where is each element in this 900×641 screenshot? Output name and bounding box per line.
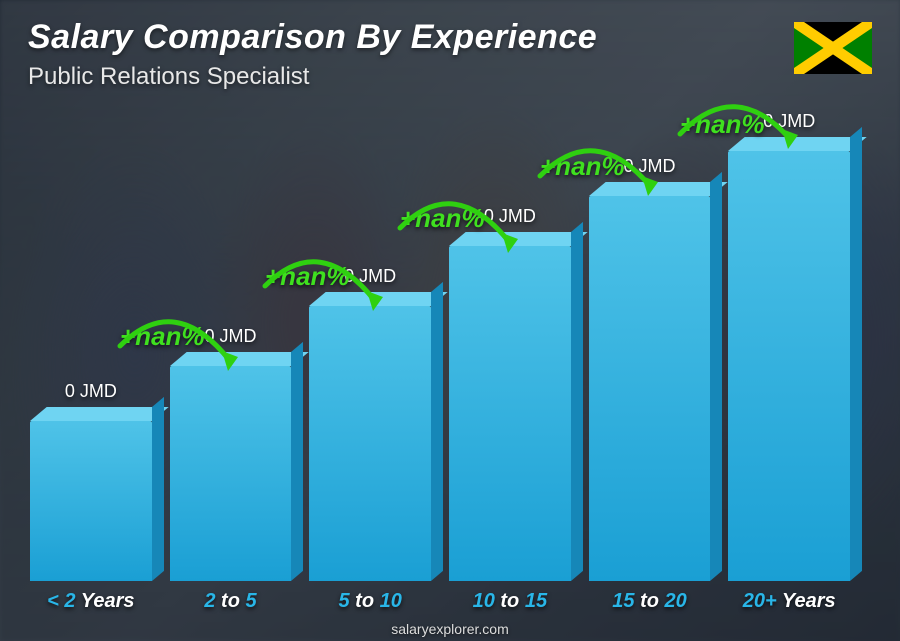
bar-front-face (170, 366, 292, 581)
bar-top-face (309, 292, 447, 306)
bar-value-label: 0 JMD (30, 381, 152, 402)
pct-increase-label: +nan% (400, 203, 485, 234)
bar: 0 JMD (589, 196, 711, 581)
chart-title: Salary Comparison By Experience (28, 18, 597, 57)
x-category-label: 20+ Years (728, 590, 850, 613)
x-axis: < 2 Years 2 to 5 5 to 10 10 to 15 15 to 20 20… (30, 590, 850, 613)
bar: 0 JMD (728, 151, 850, 581)
pct-increase-label: +nan% (540, 151, 625, 182)
bar-front-face (30, 421, 152, 581)
bar-slot: 0 JMD (309, 111, 431, 581)
bar-front-face (309, 306, 431, 581)
bar-top-face (30, 407, 168, 421)
pct-increase-label: +nan% (120, 321, 205, 352)
bar-side-face (291, 342, 303, 581)
bar: 0 JMD (449, 246, 571, 581)
x-category-label: 5 to 10 (309, 590, 431, 613)
x-category-label: 2 to 5 (170, 590, 292, 613)
bar-top-face (449, 232, 587, 246)
bar-top-face (589, 182, 727, 196)
x-category-label: < 2 Years (30, 590, 152, 613)
x-category-label: 15 to 20 (589, 590, 711, 613)
bar: 0 JMD (30, 421, 152, 581)
bar-chart: 0 JMD0 JMD0 JMD0 JMD0 JMD0 JMD+nan%+nan%… (30, 111, 850, 581)
bar-front-face (449, 246, 571, 581)
bar-side-face (850, 127, 862, 581)
bar-slot: 0 JMD (728, 111, 850, 581)
header: Salary Comparison By Experience Public R… (28, 18, 597, 91)
pct-increase-label: +nan% (680, 109, 765, 140)
footer-credit: salaryexplorer.com (0, 621, 900, 637)
bar-top-face (170, 352, 308, 366)
bar-side-face (571, 222, 583, 581)
bar-side-face (152, 397, 164, 581)
bar-front-face (728, 151, 850, 581)
bar-side-face (431, 282, 443, 581)
bar: 0 JMD (170, 366, 292, 581)
x-category-label: 10 to 15 (449, 590, 571, 613)
pct-increase-label: +nan% (265, 261, 350, 292)
jamaica-flag-icon (794, 22, 872, 74)
bar-front-face (589, 196, 711, 581)
chart-subtitle: Public Relations Specialist (28, 63, 597, 91)
bar-side-face (710, 172, 722, 581)
bar: 0 JMD (309, 306, 431, 581)
